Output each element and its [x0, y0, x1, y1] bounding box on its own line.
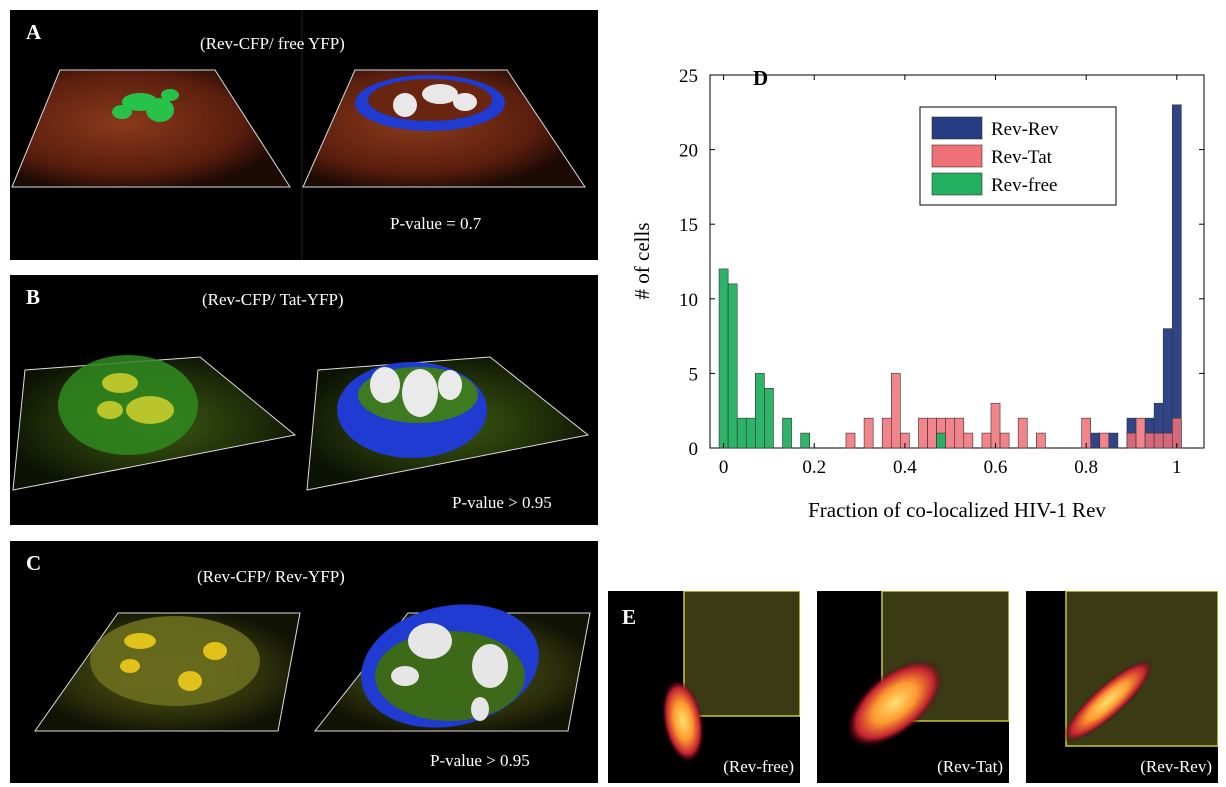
- scatter-panel-rev-free: E (Rev-free): [608, 591, 800, 783]
- x-tick-label: 0.2: [802, 457, 826, 478]
- x-axis-label: Fraction of co-localized HIV-1 Rev: [808, 498, 1106, 522]
- y-tick-label: 0: [689, 439, 699, 460]
- y-tick-label: 20: [679, 141, 698, 162]
- bar-rev-tat: [890, 373, 901, 449]
- panel-b: B (Rev-CFP/ Tat-YFP) P-value > 0.95: [10, 275, 598, 525]
- label-rev-rev: (Rev-Rev): [1140, 757, 1212, 776]
- label-rev-free: (Rev-free): [723, 757, 794, 776]
- bar-rev-tat: [981, 432, 992, 449]
- bar-rev-free: [755, 373, 765, 449]
- bar-rev-free: [718, 268, 729, 449]
- panel-a: A (Rev-CFP/ free YFP) P-value = 0.7: [10, 10, 598, 260]
- legend-label: Rev-Tat: [991, 147, 1053, 168]
- x-tick-label: 1: [1172, 457, 1182, 478]
- panel-c-letter: C: [26, 551, 42, 575]
- bar-rev-tat: [1036, 432, 1046, 449]
- panel-a-caption: (Rev-CFP/ free YFP): [200, 34, 345, 53]
- bar-rev-tat: [1135, 417, 1146, 449]
- bar-rev-free: [736, 417, 747, 449]
- panel-b-image: [12, 355, 590, 491]
- y-ticks: 0 5 10 15 20 25: [679, 66, 1204, 460]
- bar-rev-free: [936, 432, 946, 449]
- legend-swatch: [931, 172, 983, 196]
- panel-a-letter: A: [26, 20, 42, 44]
- bar-rev-tat: [863, 417, 874, 449]
- panel-b-letter: B: [26, 285, 41, 309]
- scatter-rev-free-image: [661, 591, 800, 763]
- bar-rev-tat: [1017, 417, 1028, 449]
- bar-rev-tat: [1099, 432, 1110, 449]
- label-rev-tat: (Rev-Tat): [937, 757, 1003, 776]
- bar-rev-free: [800, 432, 811, 449]
- bars-group: [718, 104, 1182, 449]
- panel-b-caption: (Rev-CFP/ Tat-YFP): [202, 290, 344, 309]
- bar-rev-free: [727, 283, 738, 449]
- legend-swatch: [931, 116, 983, 140]
- bar-rev-tat: [945, 417, 956, 449]
- chart-title: D: [753, 66, 768, 90]
- scatter-panel-rev-rev: (Rev-Rev): [1026, 591, 1218, 783]
- bar-rev-rev: [1090, 432, 1101, 449]
- bar-rev-tat: [918, 417, 928, 449]
- x-tick-label: 0.4: [893, 457, 917, 478]
- scatter-rev-rev-image: [1062, 591, 1218, 747]
- scatter-panel-rev-tat: (Rev-Tat): [817, 591, 1009, 783]
- x-ticks: 0 0.2 0.4 0.6 0.8 1: [719, 75, 1182, 478]
- panel-c-image: [34, 604, 591, 732]
- bar-rev-tat: [1153, 432, 1164, 449]
- x-tick-label: 0.8: [1074, 457, 1098, 478]
- bar-rev-free: [782, 417, 792, 449]
- bar-rev-tat: [990, 402, 1001, 449]
- bar-rev-free: [745, 417, 756, 449]
- bar-rev-tat: [927, 417, 937, 449]
- histogram-chart: 0 0.2 0.4 0.6 0.8 1 0 5 10 15 20 25 D Fraction of …: [630, 66, 1205, 522]
- scatter-rev-tat-image: [846, 591, 1009, 747]
- legend-label: Rev-Rev: [991, 119, 1059, 140]
- x-tick-label: 0.6: [984, 457, 1008, 478]
- panel-c-caption: (Rev-CFP/ Rev-YFP): [197, 567, 345, 586]
- panel-c: C (Rev-CFP/ Rev-YFP) P-value > 0.95: [10, 541, 598, 783]
- panel-a-image: [11, 10, 586, 260]
- bar-rev-tat: [845, 432, 856, 449]
- panel-c-pvalue: P-value > 0.95: [430, 751, 530, 770]
- y-axis-label: # of cells: [630, 223, 654, 300]
- bar-rev-tat: [1144, 432, 1155, 449]
- bar-rev-tat: [1162, 432, 1173, 449]
- bar-rev-tat: [881, 417, 892, 449]
- panel-e-letter: E: [622, 605, 637, 629]
- y-tick-label: 25: [679, 66, 698, 87]
- y-tick-label: 15: [679, 215, 698, 236]
- bar-rev-tat: [999, 432, 1010, 449]
- bar-rev-tat: [963, 432, 974, 449]
- legend-label: Rev-free: [991, 175, 1057, 196]
- panel-b-pvalue: P-value > 0.95: [452, 493, 552, 512]
- x-tick-label: 0: [719, 457, 729, 478]
- bar-rev-tat: [1126, 432, 1137, 449]
- bar-rev-rev: [1108, 432, 1119, 449]
- bar-rev-tat: [954, 417, 965, 449]
- bar-rev-rev: [1162, 328, 1173, 449]
- legend: Rev-Rev Rev-Tat Rev-free: [919, 106, 1117, 206]
- y-tick-label: 10: [679, 290, 698, 311]
- legend-swatch: [931, 144, 983, 168]
- bar-rev-rev: [1171, 104, 1182, 449]
- y-tick-label: 5: [689, 364, 699, 385]
- panel-a-pvalue: P-value = 0.7: [390, 214, 482, 233]
- bar-rev-free: [764, 388, 774, 449]
